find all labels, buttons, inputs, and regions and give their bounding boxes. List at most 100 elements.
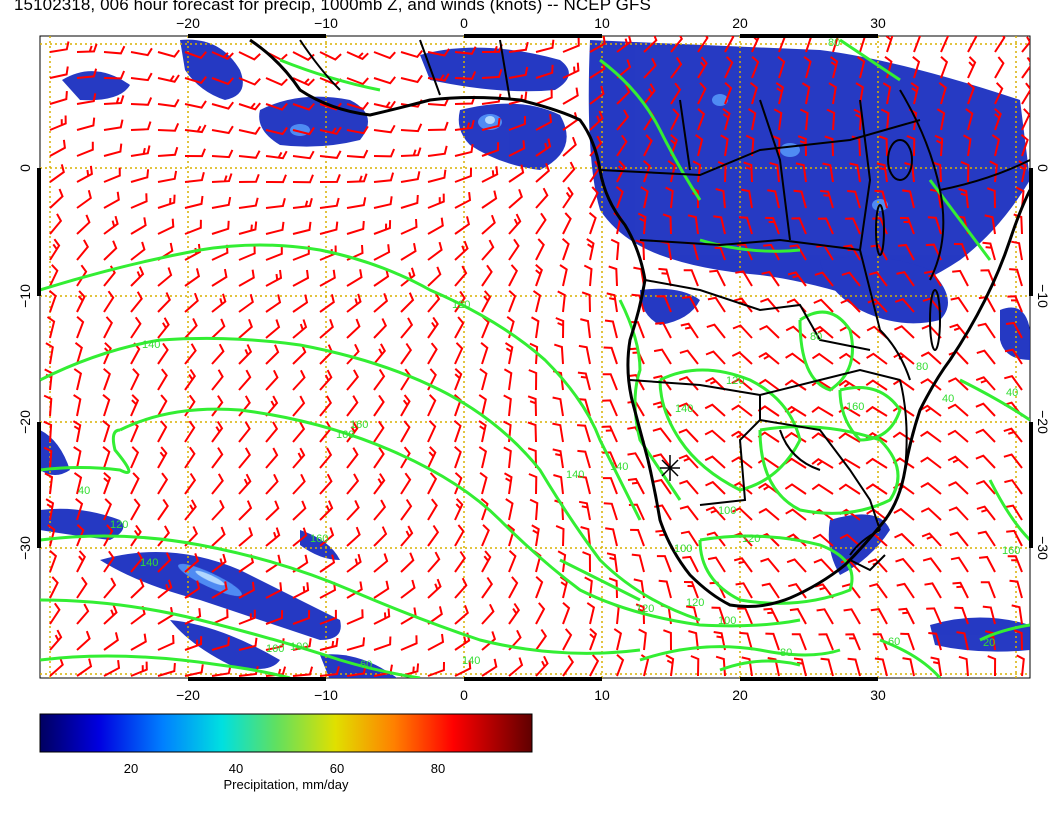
lat-tick: −20 xyxy=(1035,410,1051,434)
wind-barb xyxy=(184,75,207,85)
wind-barb xyxy=(427,472,438,495)
wind-barb xyxy=(76,550,87,573)
wind-barb xyxy=(373,553,389,573)
wind-barb xyxy=(580,318,591,339)
wind-barb xyxy=(481,142,500,157)
wind-barb xyxy=(982,241,996,261)
wind-barb xyxy=(535,212,547,235)
wind-barb xyxy=(578,344,591,365)
wind-barb xyxy=(76,576,88,599)
wind-barb xyxy=(319,666,340,677)
wind-barb xyxy=(732,324,753,339)
wind-barb xyxy=(616,134,628,157)
wind-barb xyxy=(586,602,596,625)
wind-barb xyxy=(535,238,545,261)
wind-barb xyxy=(319,447,333,469)
wind-barb xyxy=(910,82,919,105)
wind-barb xyxy=(589,36,606,53)
wind-barb xyxy=(292,666,314,677)
wind-barb xyxy=(211,101,234,110)
wind-barb xyxy=(1007,555,1023,573)
wind-barb xyxy=(103,119,124,131)
wind-barb xyxy=(838,483,861,495)
wind-barb xyxy=(812,325,834,339)
wind-barb xyxy=(238,421,251,443)
lat-labels-left: 0 −10 −20 −30 xyxy=(17,164,33,560)
wind-barb xyxy=(602,373,618,391)
wind-barb xyxy=(346,343,360,365)
wind-barb xyxy=(130,368,140,391)
wind-barb xyxy=(103,472,112,495)
wind-barb xyxy=(76,117,96,131)
wind-barb xyxy=(824,135,834,157)
wind-barb xyxy=(562,602,571,625)
wind-barb xyxy=(747,108,757,131)
wind-barb xyxy=(130,97,153,106)
wind-barb xyxy=(48,290,57,313)
wind-barb xyxy=(373,446,385,469)
wind-barb xyxy=(400,552,415,573)
wind-barb xyxy=(553,343,564,365)
wind-barb xyxy=(872,633,888,651)
wind-barb xyxy=(373,473,386,495)
wind-barb xyxy=(878,135,888,157)
wind-barb xyxy=(663,629,672,651)
wind-barb xyxy=(265,582,283,599)
wind-barb xyxy=(940,36,950,53)
wind-barb xyxy=(765,632,780,651)
wind-barb xyxy=(947,377,969,391)
wind-barb xyxy=(157,579,173,599)
wind-barb xyxy=(535,628,548,651)
wind-barb xyxy=(820,657,834,677)
wind-barb xyxy=(157,98,180,108)
wind-barb xyxy=(562,654,575,677)
wind-barb xyxy=(373,318,387,339)
wind-barb xyxy=(731,456,753,469)
wind-barb xyxy=(662,213,672,235)
wind-barb xyxy=(704,403,726,417)
wind-barb xyxy=(697,108,706,131)
wind-barb xyxy=(44,472,54,495)
wind-barb xyxy=(73,394,82,417)
wind-barb xyxy=(454,368,463,391)
wind-barb xyxy=(738,216,753,235)
wind-barb xyxy=(874,189,888,209)
wind-barb xyxy=(130,394,140,417)
contour-label: 60 xyxy=(888,636,900,648)
wind-barb xyxy=(940,56,949,79)
wind-barb xyxy=(874,657,888,677)
wind-barb xyxy=(319,197,340,209)
wind-barb xyxy=(811,406,834,417)
lat-labels-right: 0 −10 −20 −30 xyxy=(1035,164,1051,560)
wind-barb xyxy=(984,214,996,235)
wind-barb xyxy=(527,421,537,443)
wind-barb xyxy=(670,56,683,79)
wind-barb xyxy=(238,294,254,313)
wind-barb xyxy=(642,160,651,183)
wind-barb xyxy=(845,217,861,235)
wind-barb xyxy=(292,500,307,521)
lon-tick: −20 xyxy=(176,687,200,703)
wind-barb xyxy=(528,473,538,495)
wind-barb xyxy=(481,264,493,287)
wind-barb xyxy=(683,581,699,599)
lon-tick: 0 xyxy=(460,687,468,703)
contour-label: 160 xyxy=(846,401,864,413)
wind-barb xyxy=(373,293,389,313)
wind-barb xyxy=(562,87,579,105)
wind-barb xyxy=(427,316,439,339)
wind-barb xyxy=(562,136,577,157)
wind-barb xyxy=(454,316,465,339)
wind-barb xyxy=(373,220,392,235)
contour-label: 160 xyxy=(1002,545,1020,557)
lat-tick: −30 xyxy=(17,536,33,560)
contour-label: 140 xyxy=(462,655,480,667)
wind-barb xyxy=(627,452,645,469)
wind-barb xyxy=(103,604,118,625)
wind-barb xyxy=(892,431,915,443)
wind-barb xyxy=(211,196,232,209)
wind-barb xyxy=(1006,529,1023,547)
wind-barb xyxy=(920,430,942,443)
wind-barb xyxy=(777,56,786,79)
wind-barb xyxy=(529,498,539,521)
